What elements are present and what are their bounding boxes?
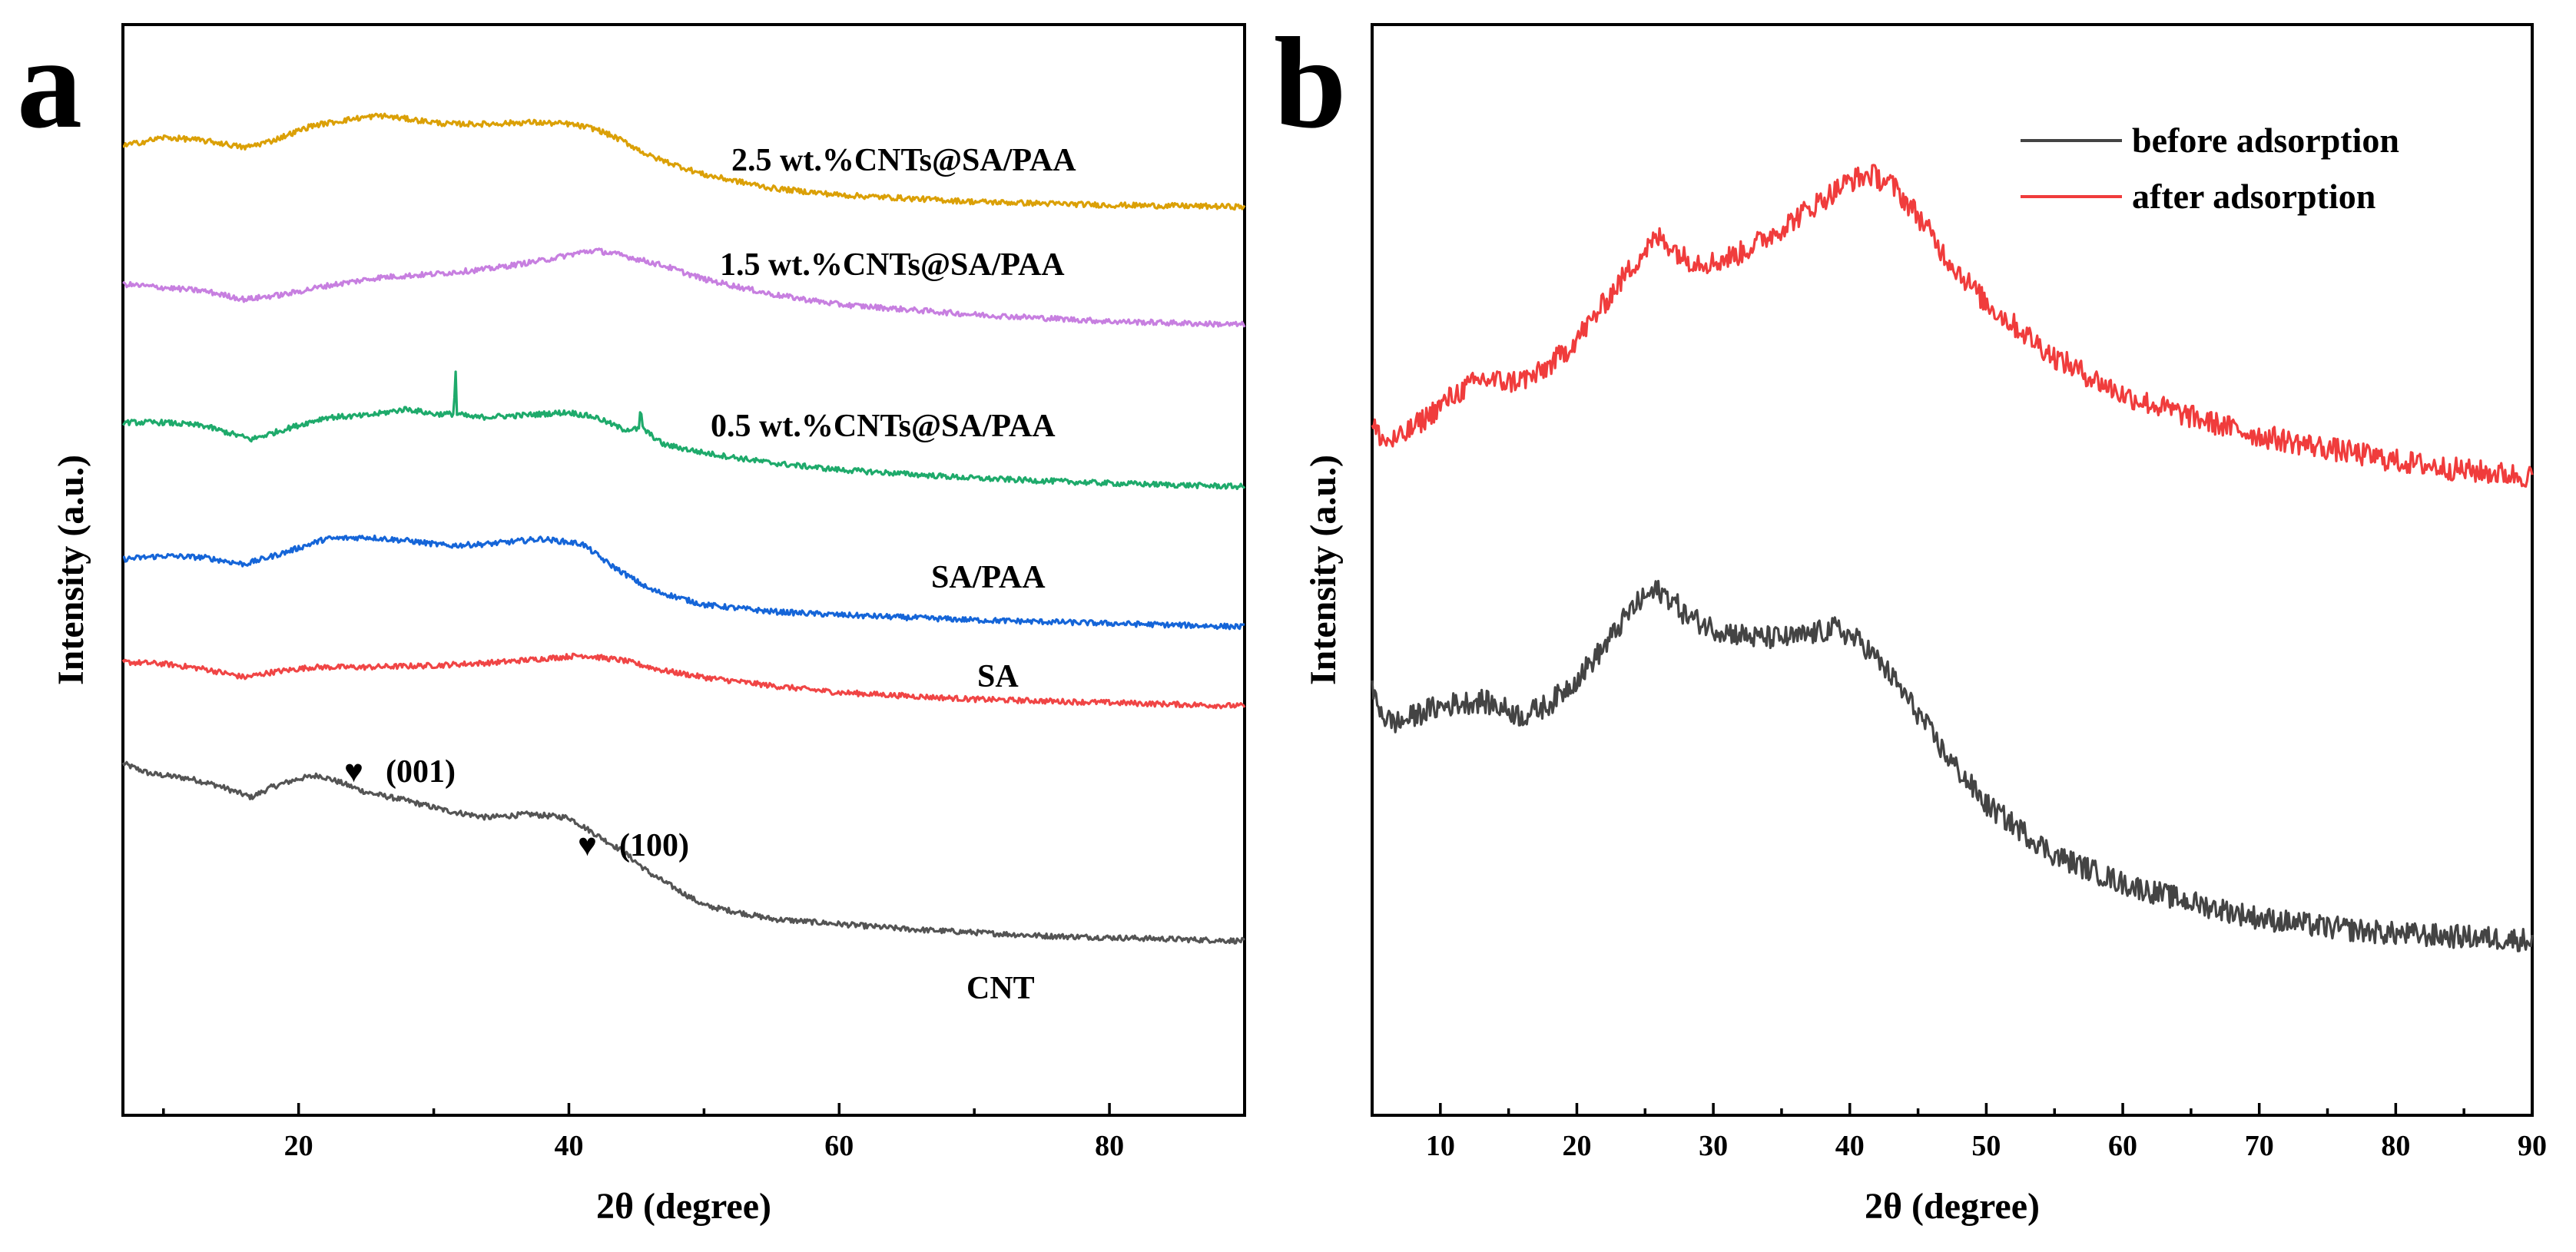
a-series-0-5-wt-cnts-sa-paa	[121, 370, 1246, 491]
b-x-tick-label: 20	[1562, 1130, 1591, 1162]
panel-a-x-axis-label: 2θ (degree)	[596, 1186, 771, 1227]
a-x-tick-label: 40	[554, 1130, 583, 1162]
annotation-100-text: (100)	[619, 828, 689, 863]
legend-after-text: after adsorption	[2132, 177, 2375, 216]
a-x-tick-label: 80	[1095, 1130, 1124, 1162]
annotation-100-symbol: ♥	[578, 828, 597, 863]
b-x-tick-label: 70	[2245, 1130, 2274, 1162]
a-x-tick-label: 60	[824, 1130, 854, 1162]
a-series-1-5-wt-cnts-sa-paa	[122, 247, 1246, 328]
label-cnt: CNT	[966, 971, 1035, 1006]
label-sa: SA	[977, 659, 1019, 694]
label-1-5wt: 1.5 wt.%CNTs@SA/PAA	[720, 247, 1065, 283]
a-series-2-5-wt-cnts-sa-paa	[122, 112, 1246, 211]
annotation-001-symbol: ♥	[344, 754, 363, 790]
b-x-tick-label: 90	[2518, 1130, 2547, 1162]
panel-a-letter: a	[17, 11, 82, 155]
panel-b-legend: before adsorption after adsorption	[2021, 121, 2399, 216]
panel-a: a 20 40 60 80 2.5 wt.%CNTs@SA/PAA 1.5 wt.%C…	[17, 11, 1246, 1227]
panel-a-curve-labels: 2.5 wt.%CNTs@SA/PAA 1.5 wt.%CNTs@SA/PAA …	[344, 143, 1076, 1006]
panel-b-series	[1371, 164, 2534, 952]
panel-a-series	[121, 112, 1246, 945]
b-series-after-adsorption	[1371, 164, 2534, 488]
b-x-tick-label: 10	[1426, 1130, 1455, 1162]
panel-b-x-ticks: 10 20 30 40 50 60 70 80 90	[1371, 1103, 2547, 1162]
b-x-tick-label: 50	[1971, 1130, 2001, 1162]
panel-b-letter: b	[1274, 11, 1347, 155]
label-0-5wt: 0.5 wt.%CNTs@SA/PAA	[711, 409, 1056, 444]
panel-b-axes-frame	[1371, 23, 2534, 1117]
panel-a-x-ticks: 20 40 60 80	[162, 1103, 1246, 1162]
b-series-before-adsorption	[1371, 579, 2534, 952]
a-series-cnt	[121, 760, 1246, 945]
b-x-tick-label: 60	[2108, 1130, 2137, 1162]
a-series-sa	[121, 652, 1246, 710]
panel-a-axes-frame	[121, 23, 1246, 1117]
a-series-sa-paa	[122, 534, 1245, 631]
panel-b-x-axis-label: 2θ (degree)	[1865, 1186, 2040, 1227]
legend-before-text: before adsorption	[2132, 121, 2399, 160]
a-x-tick-label: 20	[284, 1130, 313, 1162]
label-sa-paa: SA/PAA	[931, 560, 1046, 595]
b-x-tick-label: 40	[1835, 1130, 1865, 1162]
annotation-001-text: (001)	[386, 754, 456, 790]
b-x-tick-label: 80	[2381, 1130, 2410, 1162]
panel-a-y-axis-label: Intensity (a.u.)	[51, 455, 91, 685]
b-x-tick-label: 30	[1699, 1130, 1728, 1162]
panel-b-y-axis-label: Intensity (a.u.)	[1303, 455, 1344, 685]
label-2-5wt: 2.5 wt.%CNTs@SA/PAA	[731, 143, 1076, 178]
panel-b: b 10 20 30 40 50 60 70 80 90 before adsorption a…	[1274, 11, 2547, 1227]
